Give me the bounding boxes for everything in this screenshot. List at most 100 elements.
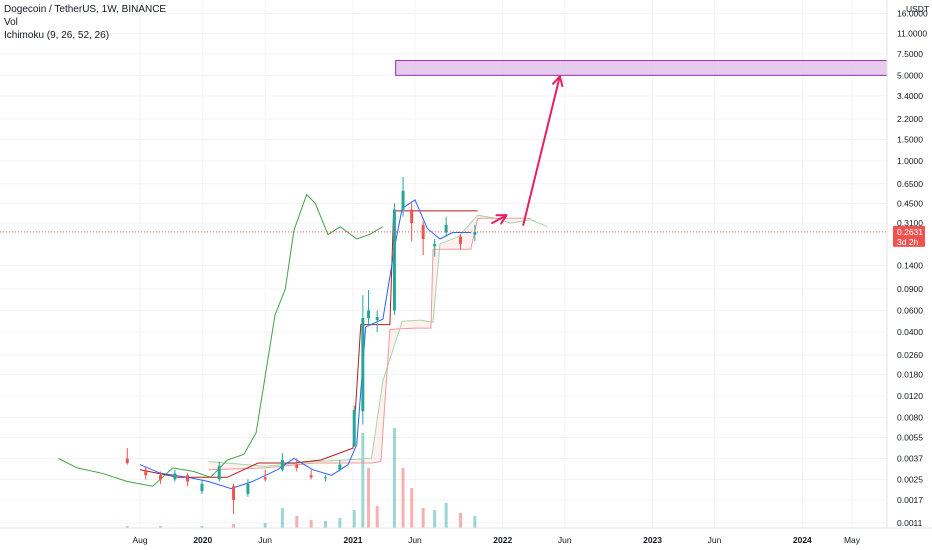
target-zone-rectangle [395,60,888,76]
grid-lines [0,0,887,528]
price-tick-label: 0.0037 [897,454,923,464]
base-line [139,210,478,478]
price-tick-label: 0.4500 [897,198,923,208]
volume-indicator-label[interactable]: Vol [4,17,18,28]
symbol-title[interactable]: Dogecoin / TetherUS, 1W, BINANCE [4,4,167,15]
volume-bars [125,428,477,528]
volume-bar [401,468,405,528]
ichimoku-cloud [208,215,548,470]
kumo-fill [208,215,548,470]
time-tick-label: 2020 [193,535,212,545]
volume-bar [200,526,204,528]
candle-body [246,483,250,494]
price-tick-label: 1.0000 [897,156,923,166]
price-tick-label: 0.0400 [897,327,923,337]
short-arrow-shaft [491,214,508,225]
candle-body [444,224,448,233]
price-tick-label: 0.6500 [897,179,923,189]
candle-body [361,318,365,412]
lagging-span-line [58,193,384,487]
volume-bar [433,510,437,528]
candle-body [401,190,405,210]
candle-body [263,477,267,480]
candle-body [232,486,236,500]
time-tick-label: Jun [258,535,272,545]
price-tick-label: 11.0000 [897,28,927,38]
candle-body [125,458,129,464]
volume-bar [263,523,267,528]
long-arrow [522,75,564,226]
candle-body [473,231,477,235]
annotations [0,60,888,233]
price-tick-label: 7.5000 [897,49,923,59]
volume-bar [295,516,299,528]
time-tick-label: 2021 [344,535,363,545]
candle-body [392,209,396,311]
ichimoku-indicator-label[interactable]: Ichimoku (9, 26, 52, 26) [4,30,110,41]
short-arrow-head [495,214,508,225]
volume-bar [159,526,163,528]
candle-body [338,464,342,470]
volume-bar [473,516,477,528]
price-tick-label: 0.0260 [897,350,923,360]
price-tick-label: 2.2000 [897,114,923,124]
price-tick-label: 0.0600 [897,305,923,315]
price-tick-label: 0.0180 [897,369,923,379]
candle-body [433,243,437,247]
short-arrow [491,214,508,225]
price-tick-label: 0.0900 [897,284,923,294]
price-axis[interactable]: 16.0000 11.0000 7.5000 5.0000 3.4000 2.2000 1.… [886,0,929,528]
volume-bar [280,508,284,528]
price-axis-unit: USDT [906,4,929,14]
candle-body [280,459,284,470]
last-price-value: 0.2631 [897,227,923,237]
price-tick-label: 0.0120 [897,391,923,401]
ichimoku-lines [58,193,548,490]
volume-bar [309,520,313,528]
price-tick-label: 0.3100 [897,218,923,228]
conversion-line [139,199,471,490]
volume-bar [392,428,396,528]
price-tick-label: 0.0025 [897,474,923,484]
candle-body [200,483,204,492]
volume-bar [410,488,414,528]
time-tick-label: 2022 [493,535,512,545]
price-tick-label: 0.0017 [897,495,923,505]
time-tick-label: May [844,535,861,545]
candle-body [186,475,190,482]
volume-bar [232,524,236,528]
time-tick-label: Aug [132,535,147,545]
time-tick-label: Jun [408,535,422,545]
candle-body [367,310,371,319]
candle-body [173,473,177,480]
price-tick-label: 5.0000 [897,70,923,80]
volume-bar [361,433,365,528]
volume-bar [125,526,129,528]
long-arrow-head [552,75,564,88]
volume-bar [444,503,448,528]
volume-bar [338,518,342,528]
time-tick-label: 2023 [643,535,662,545]
time-axis[interactable]: Aug 2020 Jun 2021 Jun 2022 Jun 2023 Jun 2024 May [0,527,932,545]
candle-body [159,475,163,480]
volume-bar [323,521,327,528]
volume-bar [367,468,371,528]
candle-body [323,477,327,479]
volume-bar [375,506,379,528]
time-tick-label: Jun [558,535,572,545]
volume-bar [459,513,463,528]
price-tick-label: 0.0011 [897,518,923,528]
last-price-tag-bg [893,225,925,247]
price-tick-label: 0.0055 [897,432,923,442]
candle-body [295,464,299,468]
chart-legend: Dogecoin / TetherUS, 1W, BINANCE Vol Ich… [4,3,166,42]
price-tick-label: 0.0080 [897,413,923,423]
price-tick-label: 0.1400 [897,260,923,270]
price-tick-label: 1.5000 [897,134,923,144]
candle-body [410,209,414,224]
long-arrow-shaft [522,75,561,226]
candle-body [352,410,356,446]
candle-body [217,466,221,480]
